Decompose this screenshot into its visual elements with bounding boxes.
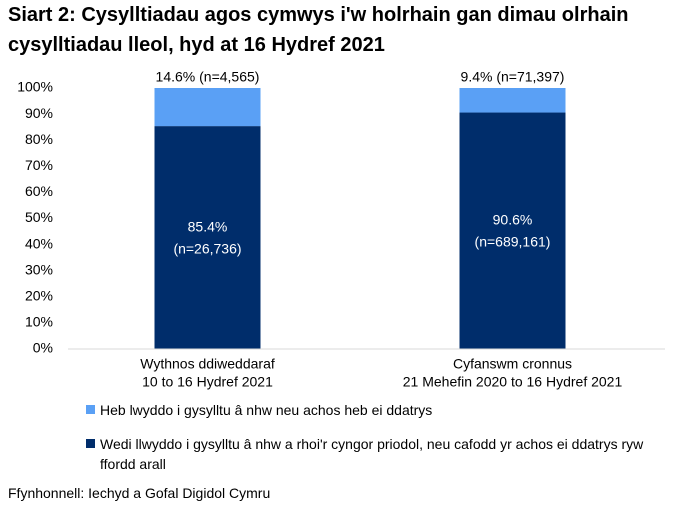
y-tick-label: 70% [25,157,53,173]
legend-swatch [86,439,95,448]
y-tick-label: 30% [25,261,53,277]
x-tick-label: Wythnos ddiweddaraf [140,356,275,372]
bar-segment [459,88,566,113]
source: Ffynhonnell: Iechyd a Gofal Digidol Cymr… [8,485,271,501]
bar-segment [154,88,261,127]
legend-item: Wedi llwyddo i gysylltu â nhw a rhoi'r c… [86,434,646,474]
y-tick-label: 100% [17,79,53,95]
legend-label: Wedi llwyddo i gysylltu â nhw a rhoi'r c… [100,436,644,472]
data-label: 85.4% [188,218,228,234]
legend-item: Heb lwyddo i gysylltu â nhw neu achos he… [86,400,646,420]
data-label: (n=26,736) [173,240,241,256]
y-tick-label: 40% [25,235,53,251]
y-tick-label: 50% [25,209,53,225]
y-tick-label: 0% [33,340,53,356]
y-tick-label: 60% [25,183,53,199]
x-tick-label: Cyfanswm cronnus [453,356,572,372]
x-tick-label: 10 to 16 Hydref 2021 [142,374,273,390]
data-label: 14.6% (n=4,565) [156,69,260,85]
y-tick-label: 20% [25,288,53,304]
chart-title: Siart 2: Cysylltiadau agos cymwys i'w ho… [8,4,629,56]
y-tick-label: 10% [25,314,53,330]
data-label: 90.6% [493,211,533,227]
legend-label: Heb lwyddo i gysylltu â nhw neu achos he… [100,402,433,418]
x-tick-label: 21 Mehefin 2020 to 16 Hydref 2021 [403,374,623,390]
data-label: (n=689,161) [475,233,551,249]
y-tick-label: 80% [25,131,53,147]
y-tick-label: 90% [25,105,53,121]
data-label: 9.4% (n=71,397) [461,69,565,85]
bar-segment [459,112,566,349]
legend-swatch [86,405,95,414]
bar-segment [154,126,261,349]
